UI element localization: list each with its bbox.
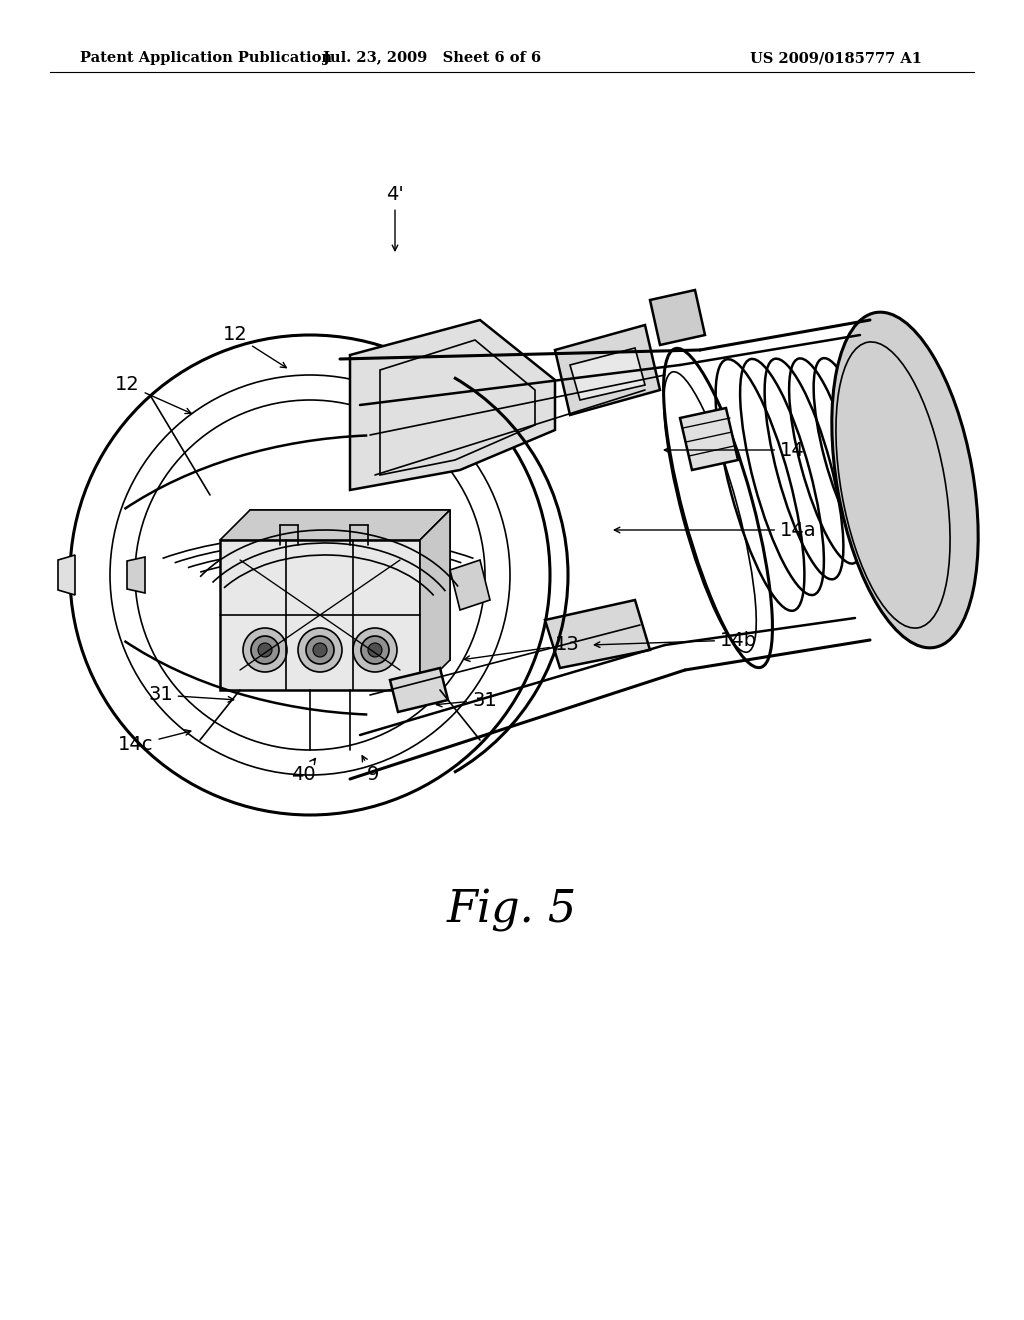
Text: 14c: 14c <box>118 730 190 755</box>
Text: Jul. 23, 2009   Sheet 6 of 6: Jul. 23, 2009 Sheet 6 of 6 <box>323 51 541 65</box>
Ellipse shape <box>313 643 327 657</box>
Text: 14b: 14b <box>594 631 757 649</box>
Polygon shape <box>250 510 450 660</box>
Polygon shape <box>58 554 75 595</box>
Text: 14a: 14a <box>614 520 816 540</box>
Ellipse shape <box>831 312 978 648</box>
Ellipse shape <box>298 628 342 672</box>
Text: 14: 14 <box>665 441 805 459</box>
Polygon shape <box>555 325 660 414</box>
Text: 12: 12 <box>115 375 191 413</box>
Text: 13: 13 <box>464 635 580 661</box>
Text: Fig. 5: Fig. 5 <box>446 888 578 932</box>
Ellipse shape <box>251 636 279 664</box>
Polygon shape <box>127 557 145 593</box>
Polygon shape <box>545 601 650 668</box>
Polygon shape <box>420 510 450 690</box>
Text: 31: 31 <box>436 690 497 710</box>
Text: 4': 4' <box>386 186 403 251</box>
Polygon shape <box>350 319 555 490</box>
Text: 31: 31 <box>148 685 233 705</box>
Text: Patent Application Publication: Patent Application Publication <box>80 51 332 65</box>
Ellipse shape <box>243 628 287 672</box>
Ellipse shape <box>353 628 397 672</box>
Text: US 2009/0185777 A1: US 2009/0185777 A1 <box>750 51 922 65</box>
Polygon shape <box>390 668 449 711</box>
Polygon shape <box>220 540 420 690</box>
Polygon shape <box>570 348 645 400</box>
Polygon shape <box>220 510 450 540</box>
Polygon shape <box>450 560 490 610</box>
Text: 9: 9 <box>362 756 379 784</box>
Ellipse shape <box>258 643 272 657</box>
Polygon shape <box>650 290 705 345</box>
Text: 40: 40 <box>291 759 315 784</box>
Ellipse shape <box>361 636 389 664</box>
Polygon shape <box>680 408 738 470</box>
Text: 12: 12 <box>222 326 287 368</box>
Ellipse shape <box>306 636 334 664</box>
Ellipse shape <box>368 643 382 657</box>
